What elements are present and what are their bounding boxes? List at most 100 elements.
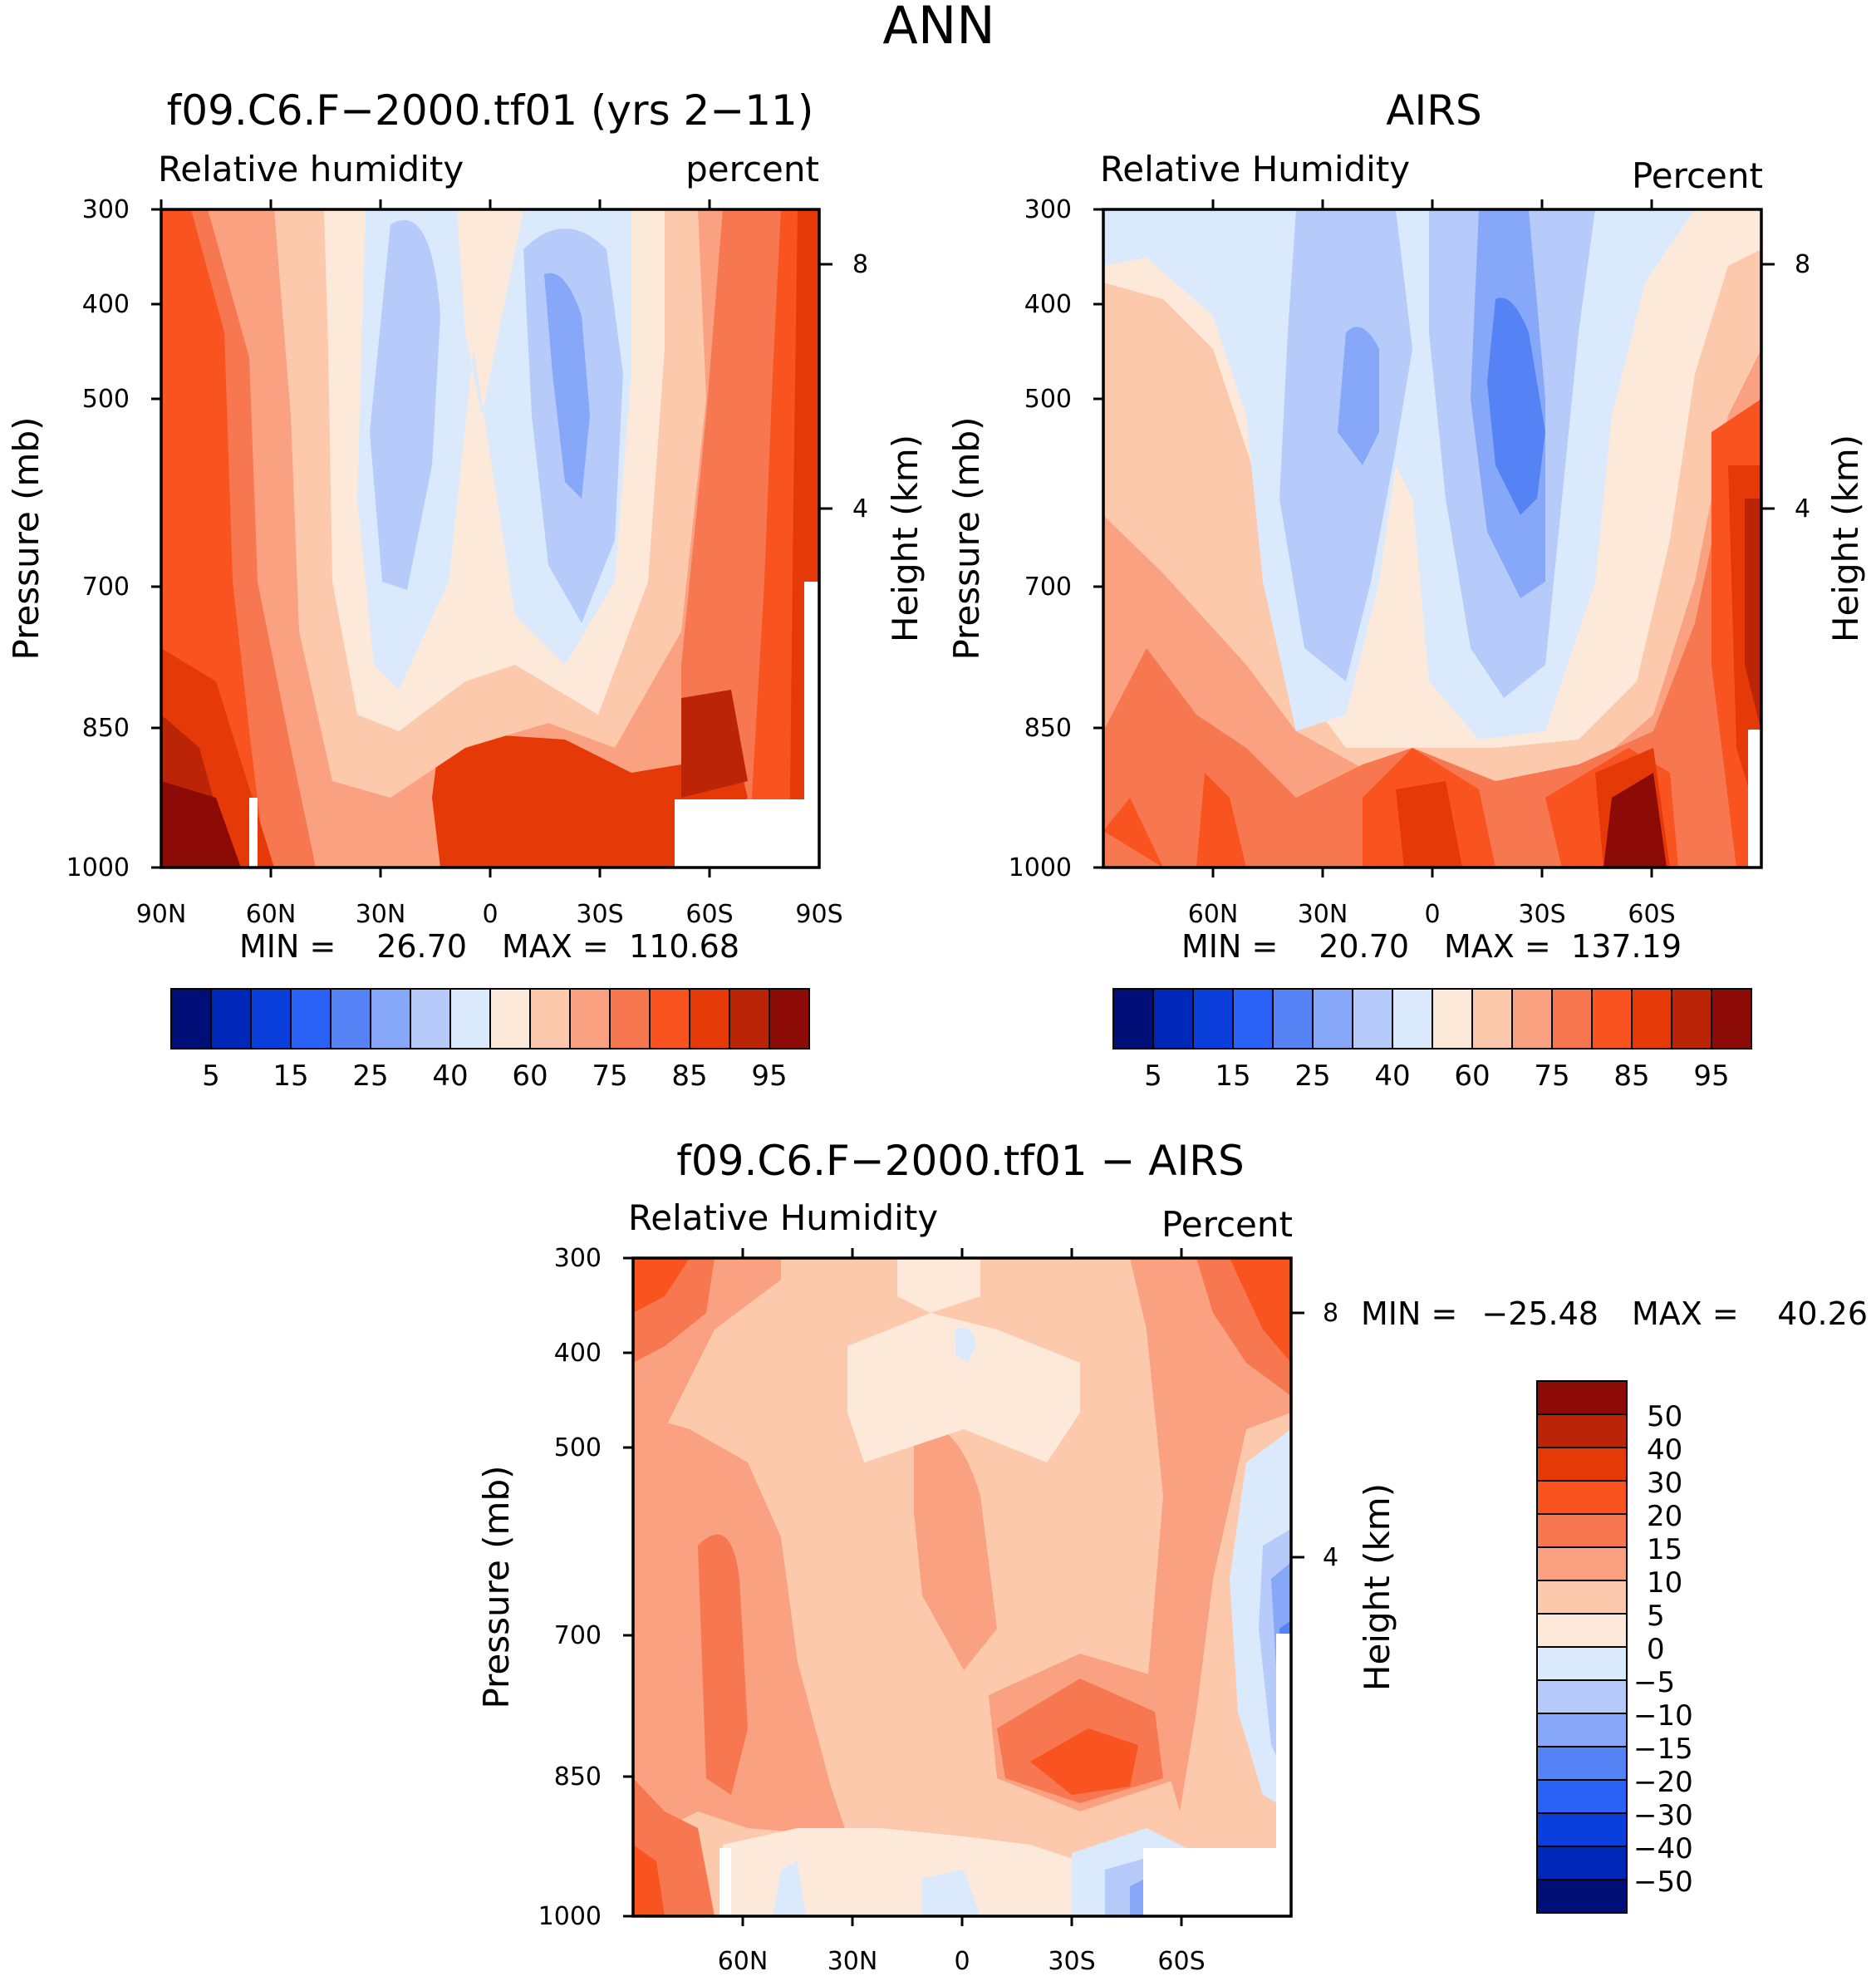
colorbar-swatch xyxy=(1536,1546,1628,1581)
figure-title: ANN xyxy=(882,0,994,56)
colorbar-swatch xyxy=(1551,988,1593,1049)
latitude-axis: 60N 30N 0 30S 60S xyxy=(1188,199,1676,929)
colorbar-label: −50 xyxy=(1633,1865,1693,1899)
colorbar-swatch xyxy=(1471,988,1513,1049)
pressure-tick-label: 700 xyxy=(554,1621,602,1650)
height-tick-label: 4 xyxy=(852,494,868,523)
latitude-tick-label: 0 xyxy=(1424,900,1440,929)
colorbar-label: 75 xyxy=(592,1059,627,1093)
colorbar-label: 15 xyxy=(1215,1059,1250,1093)
height-tick-label: 4 xyxy=(1323,1543,1338,1572)
panel-model: f09.C6.F−2000.tf01 (yrs 2−11) Relative h… xyxy=(6,86,926,1093)
colorbar-swatch xyxy=(1536,1879,1628,1914)
contour-band xyxy=(847,1313,1080,1462)
min-value: −25.48 xyxy=(1481,1295,1599,1332)
contour-band xyxy=(633,1845,665,1916)
colorbar-label: 10 xyxy=(1647,1566,1682,1600)
panel-title: AIRS xyxy=(1386,86,1481,135)
colorbar-label: 60 xyxy=(512,1059,548,1093)
latitude-tick-label: 60N xyxy=(246,900,297,929)
min-label: MIN = xyxy=(1181,928,1278,965)
colorbar-swatch xyxy=(449,988,491,1049)
max-label: MAX = xyxy=(1444,928,1551,965)
colorbar-label: 15 xyxy=(1647,1533,1682,1566)
colorbar-label: 40 xyxy=(432,1059,468,1093)
latitude-tick-label: 90N xyxy=(136,900,187,929)
missing-data xyxy=(1143,1848,1291,1916)
pressure-axis: 300 400 500 700 850 1000 Pressure (mb) xyxy=(476,1244,633,1931)
latitude-tick-label: 60N xyxy=(718,1947,769,1976)
contour-band xyxy=(922,1870,980,1916)
colorbar-swatch xyxy=(769,988,810,1049)
variable-label: Relative Humidity xyxy=(628,1197,938,1238)
pressure-tick-label: 850 xyxy=(82,714,130,743)
colorbar-label: 5 xyxy=(1144,1059,1162,1093)
colorbar-label: −15 xyxy=(1633,1733,1693,1766)
latitude-tick-label: 30S xyxy=(1048,1947,1095,1976)
contour-band xyxy=(1396,781,1462,868)
colorbar-swatch xyxy=(1711,988,1752,1049)
contour-band xyxy=(1279,209,1412,681)
colorbar-swatch xyxy=(1352,988,1393,1049)
min-value: 26.70 xyxy=(376,928,467,965)
latitude-tick-label: 30N xyxy=(356,900,406,929)
colorbar-swatch xyxy=(689,988,730,1049)
colorbar-label: −30 xyxy=(1633,1799,1693,1832)
height-tick-label: 8 xyxy=(1795,250,1810,279)
colorbar-swatch xyxy=(1112,988,1154,1049)
units-label: Percent xyxy=(1632,155,1763,196)
colorbar-swatch xyxy=(1511,988,1553,1049)
height-axis: 8 4 Height (km) xyxy=(1291,1299,1397,1691)
colorbar-swatch xyxy=(609,988,651,1049)
colorbar-label: 85 xyxy=(671,1059,707,1093)
colorbar-label: 15 xyxy=(273,1059,308,1093)
colorbar-swatches xyxy=(1536,1380,1628,1914)
colorbar-swatch xyxy=(1536,1480,1628,1515)
colorbar-label: 95 xyxy=(751,1059,787,1093)
colorbar-label: 40 xyxy=(1647,1433,1682,1467)
contour-band xyxy=(914,1426,997,1670)
colorbar-label: 40 xyxy=(1374,1059,1410,1093)
pressure-axis: 300 400 500 700 850 1000 Pressure (mb) xyxy=(946,195,1103,882)
max-label: MAX = xyxy=(502,928,609,965)
colorbar-swatch xyxy=(489,988,531,1049)
contour-band xyxy=(370,219,440,590)
height-axis: 8 4 Height (km) xyxy=(819,250,926,642)
missing-data xyxy=(1276,1634,1291,1848)
pressure-tick-label: 400 xyxy=(82,290,130,319)
latitude-tick-label: 60S xyxy=(1628,900,1675,929)
pressure-tick-label: 1000 xyxy=(538,1902,602,1931)
pressure-tick-label: 1000 xyxy=(66,853,130,882)
colorbar-swatch xyxy=(1536,1713,1628,1747)
colorbar: 50 40 30 20 15 10 5 0 −5 −10 −15 −20 −30… xyxy=(1536,1380,1693,1914)
colorbar-swatch xyxy=(1536,1812,1628,1847)
contour-band xyxy=(698,1534,748,1795)
y-axis-title: Pressure (mb) xyxy=(476,1465,517,1708)
contour-band xyxy=(1603,773,1667,868)
colorbar-swatch xyxy=(210,988,252,1049)
colorbar-swatch xyxy=(1536,1846,1628,1880)
pressure-tick-label: 500 xyxy=(1024,385,1072,414)
latitude-tick-label: 30N xyxy=(1298,900,1348,929)
contour-band xyxy=(1030,1728,1138,1795)
latitude-tick-label: 90S xyxy=(795,900,842,929)
panel-obs: AIRS Relative Humidity Percent xyxy=(946,86,1866,1093)
min-value: 20.70 xyxy=(1319,928,1409,965)
height-tick-label: 4 xyxy=(1795,494,1810,523)
pressure-tick-label: 850 xyxy=(554,1762,602,1792)
pressure-tick-label: 400 xyxy=(554,1339,602,1368)
contour-band xyxy=(897,1258,980,1313)
contour-field xyxy=(1103,209,1761,868)
colorbar-swatch xyxy=(1536,1646,1628,1681)
colorbar-swatch xyxy=(1671,988,1712,1049)
units-label: percent xyxy=(685,149,819,189)
colorbar-swatch xyxy=(1536,1413,1628,1448)
contour-band xyxy=(1487,297,1545,515)
colorbar-label: 50 xyxy=(1647,1400,1682,1433)
colorbar-label: 25 xyxy=(352,1059,388,1093)
colorbar-swatch xyxy=(290,988,331,1049)
colorbar-label: −40 xyxy=(1633,1832,1693,1865)
colorbar-label: −20 xyxy=(1633,1766,1693,1799)
min-max-readout: MIN = −25.48 MAX = 40.26 xyxy=(1361,1295,1868,1332)
